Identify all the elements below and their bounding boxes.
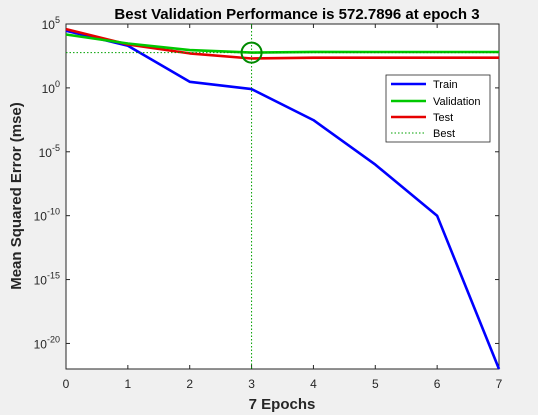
series-layer xyxy=(65,27,501,370)
x-tick-label: 6 xyxy=(434,377,441,391)
x-tick-label: 0 xyxy=(63,377,70,391)
series-test-line xyxy=(65,27,499,60)
legend: Train Validation Test Best xyxy=(385,74,491,143)
x-tick-label: 5 xyxy=(372,377,379,391)
x-tick-label: 4 xyxy=(310,377,317,391)
y-tick-label: 100 xyxy=(42,79,60,96)
series-validation-line xyxy=(65,33,499,54)
x-tick-label: 2 xyxy=(186,377,193,391)
y-tick-label: 10-5 xyxy=(39,143,60,160)
legend-validation-label: Validation xyxy=(433,96,481,108)
x-tick-label: 1 xyxy=(125,377,132,391)
chart-title: Best Validation Performance is 572.7896 … xyxy=(114,6,479,23)
legend-box xyxy=(385,74,491,143)
y-tick-label: 10-20 xyxy=(34,334,60,351)
legend-train-label: Train xyxy=(433,79,458,91)
best-point-circle xyxy=(240,41,263,64)
y-tick-label: 10-15 xyxy=(34,271,60,288)
y-axis: 10-20 10-15 10-10 10-5 100 105 xyxy=(34,15,499,351)
legend-best-label: Best xyxy=(433,128,455,140)
y-tick-label: 10-10 xyxy=(34,207,60,224)
y-tick-label: 105 xyxy=(42,15,60,32)
x-tick-label: 3 xyxy=(248,377,255,391)
best-marker-layer xyxy=(66,24,499,369)
legend-test-label: Test xyxy=(433,112,453,124)
x-tick-label: 7 xyxy=(496,377,503,391)
x-axis-label: 7 Epochs xyxy=(249,396,316,413)
series-train-line xyxy=(65,29,501,370)
y-axis-label: Mean Squared Error (mse) xyxy=(8,102,25,290)
